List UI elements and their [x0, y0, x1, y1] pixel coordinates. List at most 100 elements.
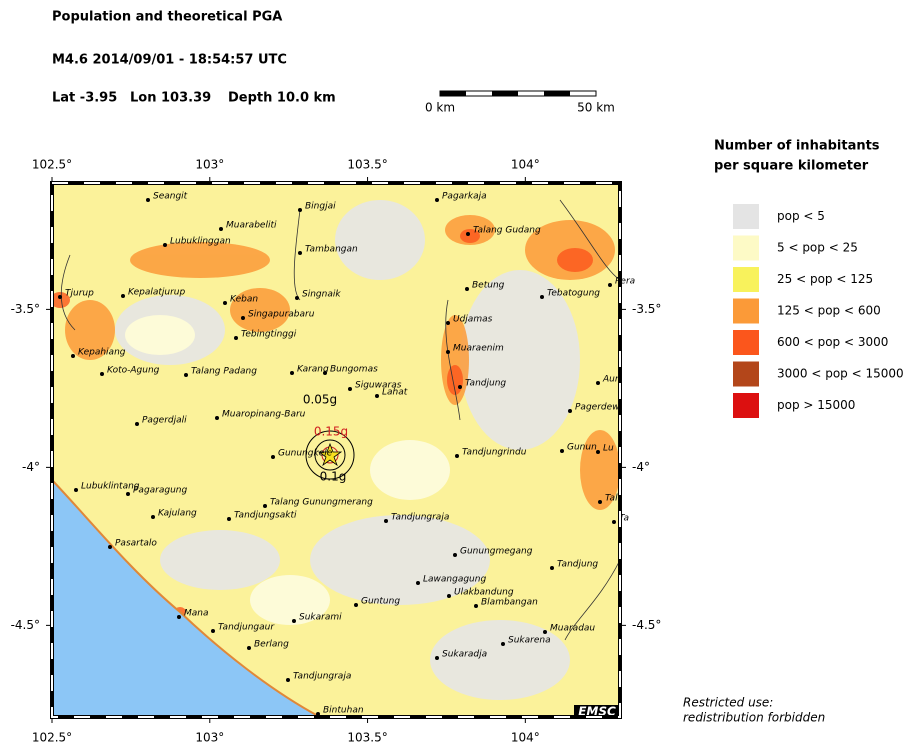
town-dot — [286, 678, 290, 682]
town-dot — [323, 371, 327, 375]
legend-swatch — [733, 204, 759, 229]
town-label: Berlang — [254, 640, 289, 650]
town-dot — [560, 449, 564, 453]
town-dot — [543, 630, 547, 634]
town-dot — [446, 350, 450, 354]
lon-label: 103° — [195, 158, 224, 172]
town-dot — [263, 504, 267, 508]
town-dot — [184, 373, 188, 377]
legend-label: 125 < pop < 600 — [777, 304, 881, 318]
town-dot — [121, 294, 125, 298]
legend-label: 3000 < pop < 15000 — [777, 367, 904, 381]
town-label: Muaropinang-Baru — [222, 410, 306, 420]
lat-label: -4.5° — [11, 618, 40, 632]
town-dot — [74, 488, 78, 492]
lon-label: 102.5° — [32, 158, 72, 172]
town-label: Ulakbandung — [454, 588, 514, 598]
town-dot — [241, 316, 245, 320]
town-dot — [455, 454, 459, 458]
legend-label: 25 < pop < 125 — [777, 272, 873, 286]
town-dot — [608, 283, 612, 287]
town-label: Sukaradja — [442, 650, 487, 660]
town-dot — [290, 371, 294, 375]
town-label: Tandjungrindu — [462, 448, 527, 458]
town-dot — [447, 594, 451, 598]
town-dot — [375, 394, 379, 398]
town-label: Karang — [297, 365, 329, 375]
town-dot — [295, 296, 299, 300]
legend-swatch — [733, 361, 759, 387]
town-dot — [292, 619, 296, 623]
town-label: Tambangan — [305, 245, 358, 255]
town-label: Pagaragung — [133, 486, 188, 496]
town-label: Singapurabaru — [248, 310, 315, 320]
town-dot — [177, 615, 181, 619]
scale-bar — [439, 90, 597, 97]
town-label: Singnaik — [302, 290, 341, 300]
town-label: Ta — [619, 514, 629, 524]
town-dot — [247, 646, 251, 650]
depth: Depth 10.0 km — [228, 91, 336, 106]
legend-title: Number of inhabitants — [714, 139, 880, 154]
town-label: Muaradau — [550, 624, 595, 634]
town-label: Siguwaras — [355, 381, 402, 391]
town-dot — [446, 321, 450, 325]
town-dot — [219, 227, 223, 231]
town-label: Muaraenim — [453, 344, 504, 354]
legend-swatch — [733, 393, 759, 418]
lon-label: 103° — [195, 731, 224, 745]
town-label: Muarabeliti — [226, 221, 277, 231]
title: Population and theoretical PGA — [52, 10, 282, 25]
lat-label: -4° — [632, 460, 650, 474]
town-label: Tandjung — [465, 379, 506, 389]
town-dot — [474, 604, 478, 608]
town-label: Bungomas — [330, 365, 378, 375]
town-dot — [71, 354, 75, 358]
legend-label: pop > 15000 — [777, 398, 855, 412]
town-dot — [151, 515, 155, 519]
town-label: Guntung — [361, 597, 400, 607]
town-dot — [215, 416, 219, 420]
town-label: Kajulang — [158, 509, 197, 519]
town-label: Keban — [230, 295, 258, 305]
town-dot — [466, 232, 470, 236]
town-dot — [416, 581, 420, 585]
town-dot — [100, 372, 104, 376]
town-label: Gunun — [567, 443, 597, 453]
lon: Lon 103.39 — [130, 91, 211, 106]
town-label: Gunungmegang — [460, 547, 533, 557]
notice: redistribution forbidden — [683, 711, 825, 725]
town-dot — [108, 545, 112, 549]
town-dot — [384, 519, 388, 523]
town-label: Aur — [602, 375, 620, 385]
town-label: Bintuhan — [323, 706, 364, 716]
town-dot — [348, 387, 352, 391]
town-dot — [465, 287, 469, 291]
town-dot — [354, 603, 358, 607]
town-label: Talang Gudang — [473, 226, 541, 236]
lon-label: 104° — [511, 158, 540, 172]
event: M4.6 2014/09/01 - 18:54:57 UTC — [52, 53, 287, 68]
town-dot — [223, 301, 227, 305]
town-label: Gunungkele — [278, 449, 333, 459]
town-label: Tandjungsakti — [234, 511, 297, 521]
town-label: Pagerdjali — [142, 416, 187, 426]
town-dot — [453, 553, 457, 557]
town-dot — [568, 409, 572, 413]
lat-label: -3.5° — [632, 302, 661, 316]
town-dot — [146, 198, 150, 202]
lon-label: 103.5° — [347, 158, 387, 172]
scale-start: 0 km — [425, 101, 455, 115]
lon-label: 103.5° — [347, 731, 387, 745]
town-dot — [598, 500, 602, 504]
town-label: Talang Gunungmerang — [270, 498, 373, 508]
town-label: Tal — [605, 494, 618, 504]
town-dot — [163, 243, 167, 247]
legend-swatch — [733, 330, 759, 355]
legend-title: per square kilometer — [714, 159, 869, 174]
town-label: Tandjung — [557, 560, 598, 570]
town-label: Koto-Agung — [107, 366, 160, 376]
town-dot — [135, 422, 139, 426]
town-label: Tandjungraja — [293, 672, 351, 682]
town-label: Blambangan — [481, 598, 538, 608]
